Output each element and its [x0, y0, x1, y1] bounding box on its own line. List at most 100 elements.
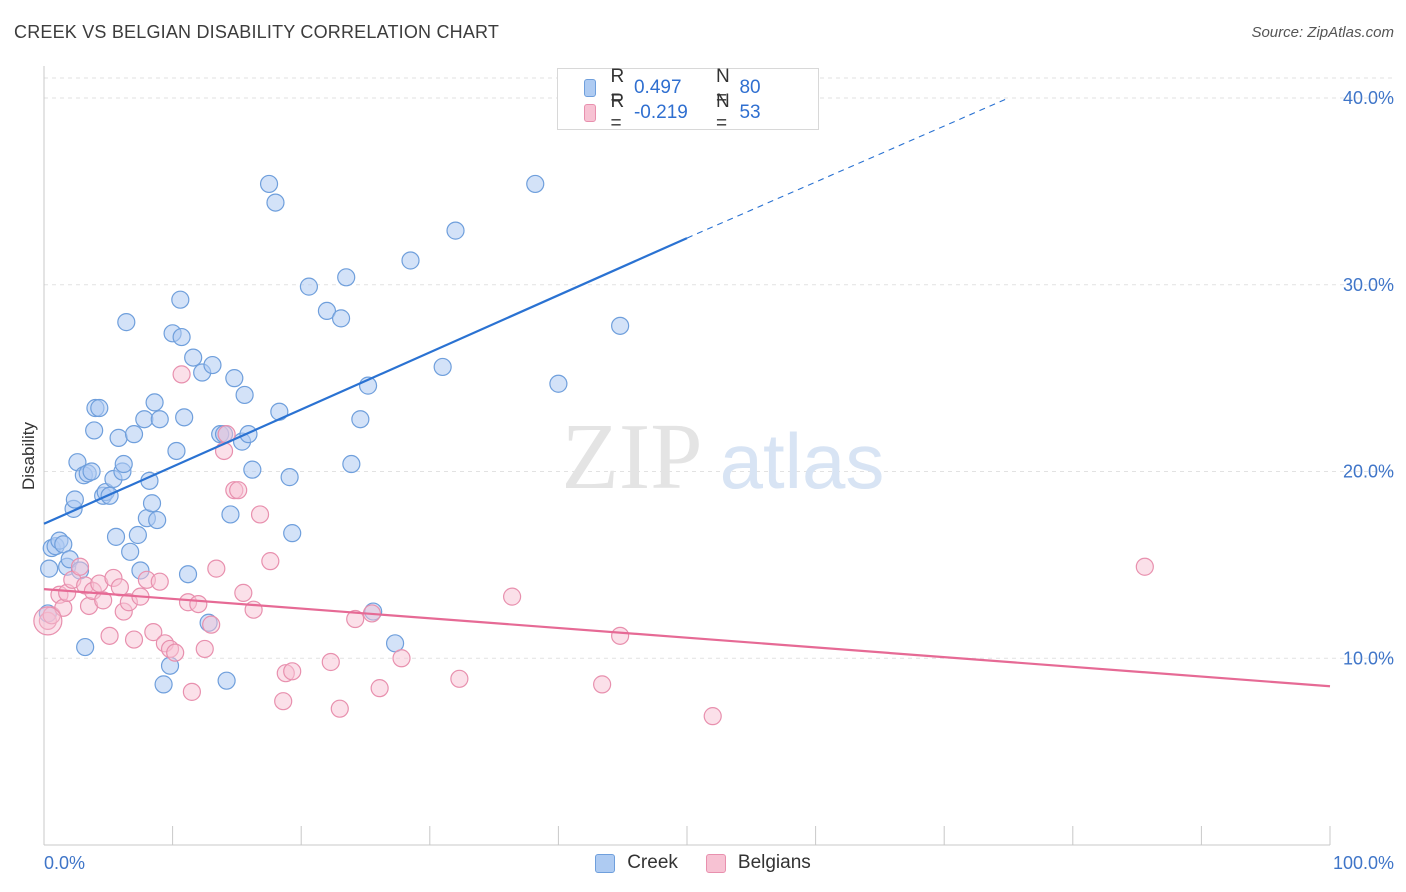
creek-point	[121, 542, 140, 561]
creek-point	[65, 490, 84, 509]
creek-point	[549, 374, 568, 393]
belgian-point	[321, 652, 340, 672]
creek-point	[283, 524, 302, 543]
y-axis-label: Disability	[19, 421, 38, 490]
belgian-point	[172, 365, 191, 384]
creek-point	[172, 327, 191, 347]
creek-point	[385, 634, 405, 653]
belgian-point	[611, 626, 630, 645]
creek-point	[239, 425, 258, 444]
belgian-point	[229, 481, 248, 500]
creek-point	[243, 460, 262, 479]
creek-point	[124, 425, 144, 444]
creek-point	[148, 510, 167, 530]
belgian-point	[330, 699, 349, 718]
belgian-point	[261, 552, 280, 571]
belgian-n-label: N =	[715, 91, 730, 134]
y-tick-label: 10.0%	[1343, 648, 1394, 668]
chart-title: CREEK VS BELGIAN DISABILITY CORRELATION …	[14, 22, 500, 42]
belgian-point	[182, 682, 201, 701]
legend-creek-label: Creek	[627, 852, 678, 873]
belgian-point	[274, 692, 293, 711]
creek-point	[154, 675, 173, 694]
creek-point	[611, 316, 630, 335]
belgian-point	[195, 639, 214, 659]
creek-n-label: N =	[715, 66, 730, 109]
legend-item-creek[interactable]: Creek	[595, 852, 678, 874]
series-legend: Creek Belgians	[0, 852, 1406, 874]
y-tick-label: 30.0%	[1343, 275, 1394, 295]
creek-point	[266, 193, 285, 212]
belgian-point	[166, 643, 185, 662]
legend-row-creek: R = 0.497 N = 80	[584, 66, 821, 109]
creek-r-value: 0.497	[633, 77, 682, 98]
creek-point	[117, 313, 136, 332]
creek-point	[171, 290, 190, 309]
belgian-point	[33, 606, 63, 636]
belgian-point	[250, 505, 270, 524]
creek-point	[221, 505, 240, 524]
creek-point	[142, 494, 162, 513]
source-label: Source: ZipAtlas.com	[1251, 24, 1394, 41]
legend-belgians-swatch	[705, 853, 726, 873]
creek-point	[401, 251, 420, 270]
creek-point	[203, 355, 222, 375]
creek-point	[85, 421, 104, 440]
belgian-point	[450, 669, 469, 688]
axes	[43, 66, 1331, 846]
creek-point	[114, 454, 133, 474]
creek-point	[337, 268, 356, 287]
belgian-swatch	[584, 104, 597, 122]
legend-belgians-label: Belgians	[737, 852, 811, 873]
belgian-r-label: R =	[610, 91, 625, 134]
creek-n-value: 80	[739, 77, 761, 98]
belgian-point	[94, 591, 113, 610]
trend-lines	[43, 97, 1331, 688]
creek-point	[299, 277, 319, 296]
x-tick-label-max: 100.0%	[1333, 853, 1394, 873]
belgian-point	[70, 557, 90, 576]
watermark: ZIP atlas	[562, 405, 885, 509]
creek-point	[184, 348, 203, 367]
belgian-point	[124, 630, 144, 649]
belgian-point	[144, 623, 163, 642]
y-tick-label: 40.0%	[1343, 88, 1394, 108]
belgian-point	[150, 572, 169, 591]
creek-point	[175, 408, 194, 427]
creek-point	[178, 565, 198, 584]
belgian-point	[234, 583, 253, 602]
creek-point	[446, 221, 465, 240]
belgian-point	[100, 626, 119, 645]
creek-point	[317, 301, 337, 321]
y-tick-labels: 10.0% 20.0% 30.0% 40.0%	[1343, 88, 1394, 668]
creek-point	[76, 637, 95, 657]
belgian-point	[593, 675, 612, 694]
belgian-point	[110, 578, 129, 597]
belgian-point	[207, 559, 226, 578]
creek-swatch	[584, 79, 597, 97]
belgian-point	[703, 707, 722, 726]
creek-point	[351, 410, 370, 429]
watermark-zip: ZIP	[562, 405, 703, 509]
belgian-point	[202, 615, 221, 634]
creek-point	[145, 393, 164, 412]
belgian-point	[189, 594, 208, 614]
creek-trend-line	[43, 237, 688, 525]
creek-point	[225, 369, 244, 388]
creek-point	[40, 559, 59, 578]
watermark-atlas: atlas	[720, 417, 885, 505]
creek-point	[433, 357, 452, 377]
legend-row-belgian: R = -0.219 N = 53	[584, 91, 821, 134]
creek-point	[82, 462, 101, 481]
belgian-point	[370, 679, 389, 698]
creek-point	[90, 398, 109, 418]
creek-point	[167, 441, 186, 461]
creek-r-label: R =	[610, 66, 625, 109]
creek-trend-extension	[686, 97, 1009, 239]
creek-point	[235, 385, 254, 405]
creek-point	[331, 309, 351, 328]
belgian-point	[283, 662, 302, 681]
legend-item-belgians[interactable]: Belgians	[705, 852, 811, 874]
belgian-r-value: -0.219	[633, 102, 688, 123]
